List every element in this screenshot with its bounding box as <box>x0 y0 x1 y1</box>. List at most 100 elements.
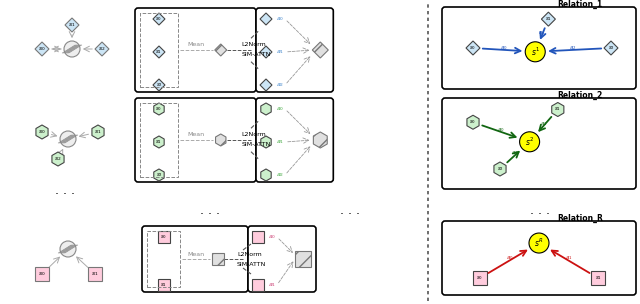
Text: SIM-ATTN: SIM-ATTN <box>242 53 271 57</box>
Text: $s_0$: $s_0$ <box>156 105 163 113</box>
Bar <box>147 231 180 287</box>
Text: SIM-ATTN: SIM-ATTN <box>237 261 266 267</box>
Circle shape <box>525 42 545 62</box>
Text: $s_1$: $s_1$ <box>160 281 167 289</box>
Polygon shape <box>261 169 271 181</box>
Text: $a_0$: $a_0$ <box>276 105 284 113</box>
FancyBboxPatch shape <box>135 98 256 182</box>
Bar <box>88 267 102 281</box>
Text: $a_1$: $a_1$ <box>276 48 284 56</box>
Text: Relation_R: Relation_R <box>557 214 604 223</box>
FancyBboxPatch shape <box>142 226 248 292</box>
Text: $s_0$: $s_0$ <box>38 128 46 136</box>
Circle shape <box>60 241 76 257</box>
Text: $s_1$: $s_1$ <box>156 138 163 146</box>
Polygon shape <box>314 132 327 148</box>
Text: $s_1$: $s_1$ <box>595 274 602 282</box>
Text: $s_1$: $s_1$ <box>554 105 561 113</box>
FancyBboxPatch shape <box>442 221 636 295</box>
Text: $s_1$: $s_1$ <box>68 21 76 29</box>
Polygon shape <box>154 103 164 115</box>
Polygon shape <box>312 42 328 58</box>
Text: $s_0$: $s_0$ <box>470 44 477 52</box>
Text: $a_2$: $a_2$ <box>570 44 577 52</box>
Polygon shape <box>52 152 64 166</box>
FancyBboxPatch shape <box>256 8 333 92</box>
Text: $a_0$: $a_0$ <box>506 254 513 262</box>
Text: $a_1$: $a_1$ <box>276 138 284 146</box>
Bar <box>140 13 178 87</box>
Text: $s_1$: $s_1$ <box>91 270 99 278</box>
FancyBboxPatch shape <box>248 226 316 292</box>
Bar <box>35 267 49 281</box>
Text: L2Norm: L2Norm <box>237 251 262 257</box>
Text: L2Norm: L2Norm <box>242 133 266 137</box>
Bar <box>591 271 605 285</box>
Polygon shape <box>153 79 165 91</box>
Polygon shape <box>466 41 480 55</box>
Text: Mean: Mean <box>188 43 205 47</box>
Polygon shape <box>260 79 272 91</box>
Text: · · ·: · · · <box>55 188 75 201</box>
Text: $s_2$: $s_2$ <box>497 165 504 173</box>
Bar <box>157 231 170 243</box>
Text: $s^1$: $s^1$ <box>531 46 540 58</box>
Text: $a_0$: $a_0$ <box>268 233 276 241</box>
FancyBboxPatch shape <box>256 98 333 182</box>
Polygon shape <box>260 13 272 25</box>
Polygon shape <box>541 12 556 26</box>
Bar <box>295 251 311 267</box>
Polygon shape <box>35 42 49 56</box>
Polygon shape <box>215 44 227 56</box>
Text: $s_1$: $s_1$ <box>94 128 102 136</box>
Polygon shape <box>154 169 164 181</box>
Polygon shape <box>92 125 104 139</box>
Text: $s_0$: $s_0$ <box>38 270 46 278</box>
Text: L2Norm: L2Norm <box>242 43 266 47</box>
Polygon shape <box>494 162 506 176</box>
Text: $s^2$: $s^2$ <box>525 136 534 148</box>
Text: $a_0$: $a_0$ <box>500 44 508 52</box>
Polygon shape <box>95 42 109 56</box>
Circle shape <box>64 41 80 57</box>
Text: $s_0$: $s_0$ <box>160 233 167 241</box>
Polygon shape <box>36 125 48 139</box>
Polygon shape <box>216 134 226 146</box>
Text: $a_1$: $a_1$ <box>268 281 276 289</box>
Text: $a_0$: $a_0$ <box>276 15 284 23</box>
Polygon shape <box>552 102 564 116</box>
Text: $s_0$: $s_0$ <box>470 118 477 126</box>
Polygon shape <box>65 18 79 32</box>
Text: $s_1$: $s_1$ <box>545 15 552 23</box>
Text: · · ·: · · · <box>530 208 550 220</box>
Text: $a_1$: $a_1$ <box>540 120 547 128</box>
Text: · · ·: · · · <box>340 208 360 220</box>
Polygon shape <box>604 41 618 55</box>
Bar <box>252 279 264 291</box>
Bar <box>212 253 224 265</box>
Text: Mean: Mean <box>188 251 205 257</box>
FancyBboxPatch shape <box>442 98 636 189</box>
Text: $s_0$: $s_0$ <box>476 274 484 282</box>
Text: $s_0$: $s_0$ <box>38 45 46 53</box>
Text: $a_1$: $a_1$ <box>538 29 545 37</box>
Bar <box>473 271 487 285</box>
Text: $a_2$: $a_2$ <box>276 81 284 89</box>
Polygon shape <box>153 46 165 58</box>
Text: $s_2$: $s_2$ <box>607 44 614 52</box>
Text: SIM-ATTN: SIM-ATTN <box>242 143 271 147</box>
Polygon shape <box>467 115 479 129</box>
Text: $a_0$: $a_0$ <box>497 126 505 134</box>
Bar <box>140 103 178 177</box>
Text: $a_2$: $a_2$ <box>511 150 518 157</box>
FancyBboxPatch shape <box>442 7 636 89</box>
Text: Relation_1: Relation_1 <box>557 0 603 9</box>
Polygon shape <box>153 13 165 25</box>
Text: $s_2$: $s_2$ <box>54 155 62 163</box>
Text: Mean: Mean <box>188 133 205 137</box>
Text: $s_2$: $s_2$ <box>156 171 163 179</box>
Text: $s_2$: $s_2$ <box>156 81 163 89</box>
Text: $s_0$: $s_0$ <box>156 15 163 23</box>
Bar <box>252 231 264 243</box>
Polygon shape <box>260 46 272 58</box>
